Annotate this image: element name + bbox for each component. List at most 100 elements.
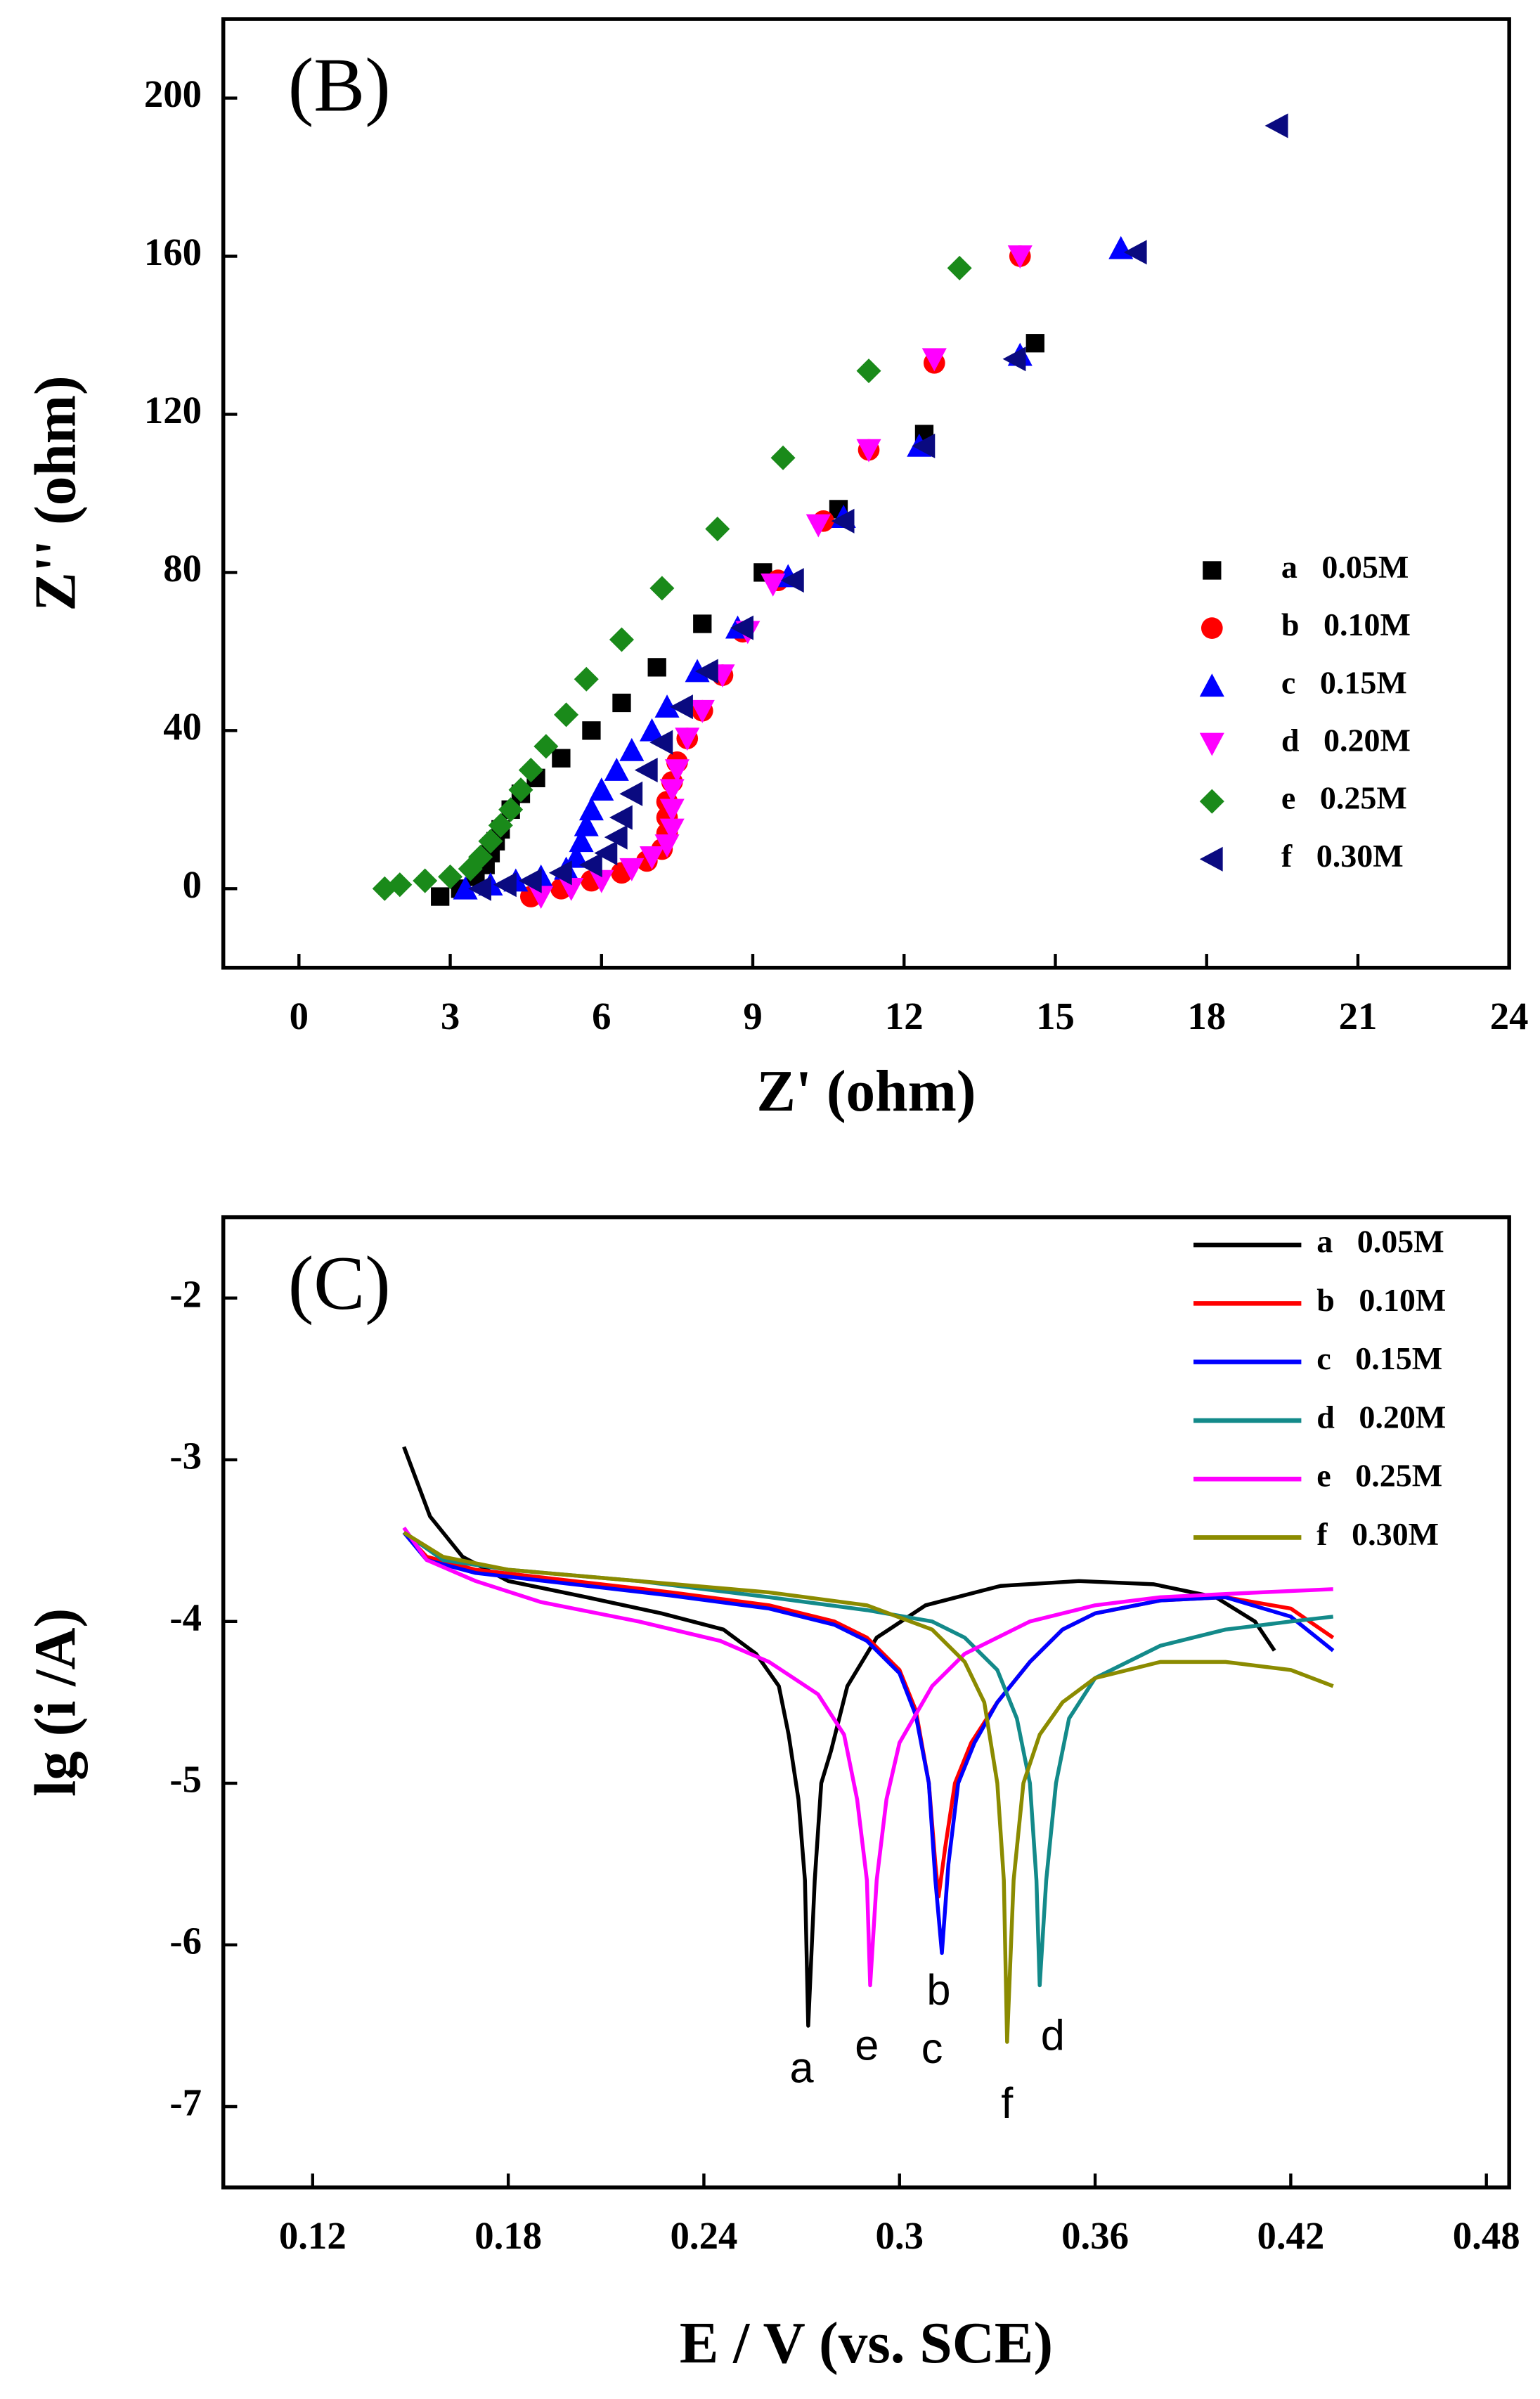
marker <box>1264 113 1288 138</box>
marker <box>1123 240 1147 265</box>
legend-marker <box>1199 673 1224 697</box>
legend-marker <box>1199 732 1224 756</box>
line <box>402 1526 1333 1988</box>
marker <box>690 699 715 723</box>
x-axis-title: Z' (ohm) <box>756 1059 976 1124</box>
marker <box>654 834 680 858</box>
marker <box>675 728 700 751</box>
marker <box>468 876 491 901</box>
marker <box>649 730 673 755</box>
line <box>403 1530 1334 2044</box>
marker <box>498 797 524 822</box>
marker <box>594 841 618 866</box>
marker <box>574 813 599 836</box>
marker <box>639 718 665 742</box>
legend-marker <box>1203 561 1222 580</box>
x-tick-label: 9 <box>743 995 762 1037</box>
marker <box>554 702 579 728</box>
marker <box>921 348 947 372</box>
legend-label: f 0.30M <box>1281 838 1404 874</box>
marker <box>529 886 554 910</box>
marker <box>612 693 631 713</box>
y-axis-title: lg (i /A) <box>24 1608 89 1797</box>
marker <box>1002 347 1026 372</box>
x-tick-label: 12 <box>885 995 924 1037</box>
marker <box>805 514 831 538</box>
legend-label: d 0.20M <box>1281 723 1411 758</box>
legend-label: a 0.05M <box>1316 1224 1444 1260</box>
marker <box>664 759 690 783</box>
marker <box>770 445 796 470</box>
annotation: d <box>1041 2011 1065 2059</box>
marker <box>582 721 601 740</box>
x-tick-label: 0.18 <box>474 2214 542 2257</box>
x-tick-label: 0 <box>290 995 309 1037</box>
marker <box>413 868 438 893</box>
marker <box>705 517 730 542</box>
marker <box>730 615 754 640</box>
marker <box>589 869 614 893</box>
marker <box>578 797 604 821</box>
line <box>402 1446 1276 2028</box>
legend-label: f 0.30M <box>1316 1516 1439 1552</box>
marker <box>912 433 936 458</box>
y-tick-label: -3 <box>169 1434 202 1477</box>
x-tick-label: 0.12 <box>279 2214 347 2257</box>
x-tick-label: 0.3 <box>876 2214 924 2257</box>
marker <box>619 858 645 881</box>
marker <box>604 758 629 781</box>
marker <box>1025 334 1044 353</box>
y-tick-label: -7 <box>169 2081 202 2124</box>
marker <box>634 758 658 783</box>
marker <box>609 805 633 830</box>
x-tick-label: 0.24 <box>671 2214 738 2257</box>
legend-label: b 0.10M <box>1281 607 1411 642</box>
x-tick-label: 18 <box>1187 995 1226 1037</box>
plot-frame <box>221 1215 1511 2190</box>
marker <box>478 829 503 854</box>
marker <box>619 737 645 761</box>
annotation: e <box>855 2020 879 2069</box>
marker <box>468 844 493 869</box>
annotation: c <box>921 2024 943 2072</box>
marker <box>552 749 571 768</box>
x-tick-label: 15 <box>1036 995 1075 1037</box>
marker <box>659 779 685 803</box>
x-tick-label: 0.42 <box>1257 2214 1324 2257</box>
legend-label: a 0.05M <box>1281 549 1409 585</box>
legend-label: c 0.15M <box>1281 664 1407 700</box>
marker <box>578 853 602 878</box>
marker <box>659 818 685 842</box>
marker <box>670 694 693 720</box>
y-tick-label: -4 <box>169 1596 202 1638</box>
y-tick-label: 40 <box>163 705 202 748</box>
marker <box>1108 235 1134 259</box>
legend-marker <box>1201 617 1223 639</box>
marker <box>508 777 533 803</box>
marker <box>761 573 786 597</box>
annotation: b <box>926 1965 950 2014</box>
legend-label: d 0.20M <box>1316 1399 1446 1435</box>
marker <box>518 758 543 783</box>
x-tick-label: 3 <box>441 995 460 1037</box>
x-tick-label: 21 <box>1339 995 1378 1037</box>
marker <box>569 829 594 853</box>
annotation: a <box>790 2043 815 2092</box>
marker <box>619 781 643 806</box>
annotation: f <box>1001 2078 1014 2127</box>
legend-label: b 0.10M <box>1316 1282 1446 1318</box>
y-tick-label: 200 <box>144 72 202 115</box>
marker <box>609 627 635 652</box>
legend-label: e 0.25M <box>1316 1458 1442 1494</box>
x-axis-title: E / V (vs. SCE) <box>680 2311 1053 2376</box>
marker <box>431 887 450 906</box>
marker <box>831 508 855 534</box>
marker <box>488 813 513 838</box>
y-tick-label: -5 <box>169 1757 202 1800</box>
legend-label: e 0.25M <box>1281 780 1407 816</box>
marker <box>548 860 572 886</box>
marker <box>693 614 712 633</box>
y-tick-label: -6 <box>169 1920 202 1962</box>
